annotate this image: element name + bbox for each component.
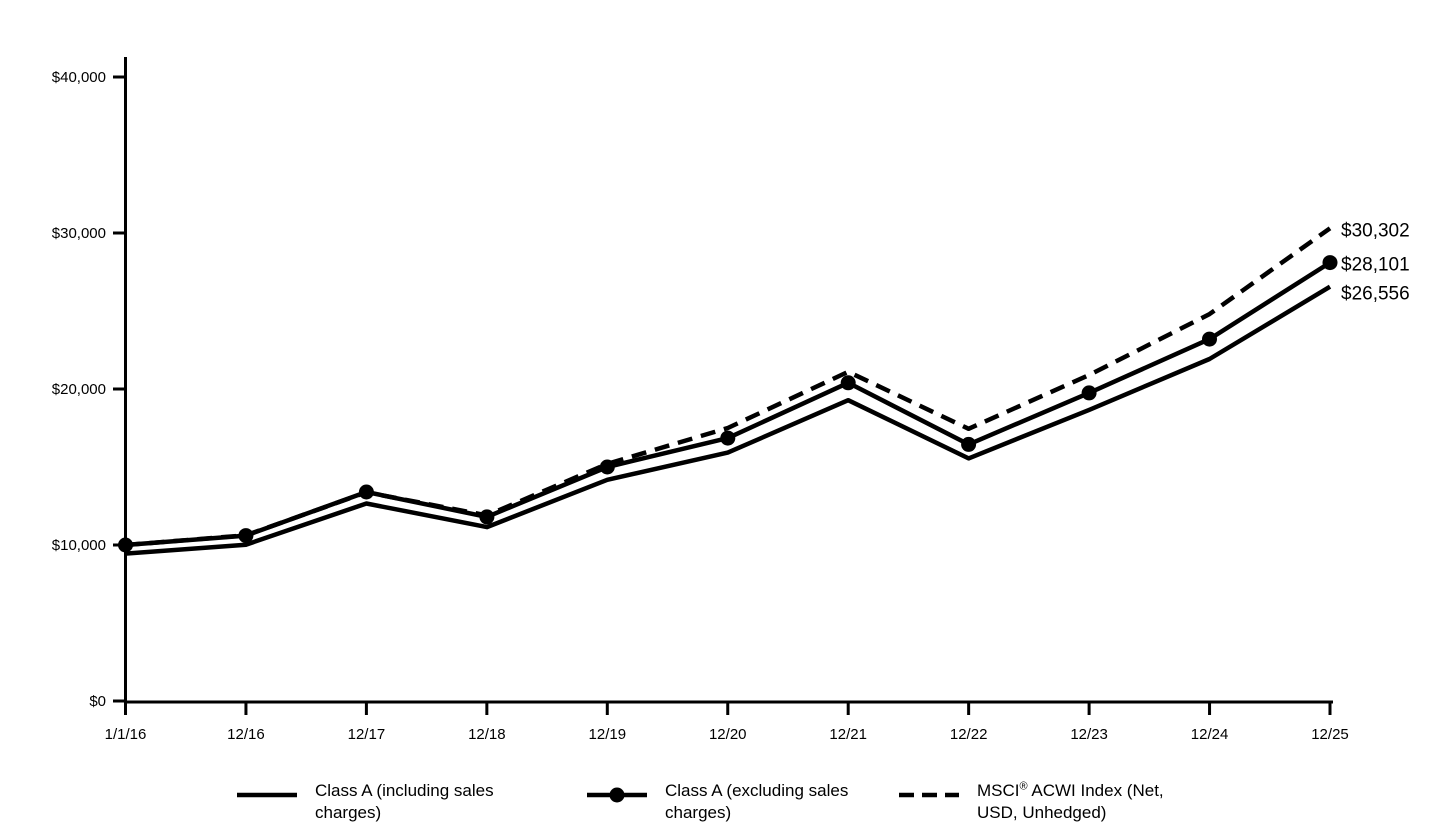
legend-swatch-solid-marker-icon [587,787,647,803]
y-tick-label: $20,000 [52,381,106,398]
y-tick-label: $40,000 [52,69,106,86]
legend-swatch-dashed-icon [899,792,959,798]
chart-legend: Class A (including sales charges) Class A… [0,776,1440,840]
series-line-class-a-excluding-sales-charges [125,260,1332,548]
data-point-marker-class-a-excluding-sales-charges [1202,331,1217,347]
data-point-marker-class-a-excluding-sales-charges [358,484,374,500]
x-tick-label: 12/25 [1311,726,1349,743]
y-tick-label: $0 [89,693,106,710]
end-value-label-class-a-including-sales-charges: $26,556 [1341,284,1410,305]
x-tick-label: 12/20 [709,726,747,743]
data-point-marker-class-a-excluding-sales-charges [479,509,495,525]
legend-swatch-solid-icon [237,792,297,798]
y-tick-label: $10,000 [52,537,106,554]
data-point-marker-class-a-excluding-sales-charges [961,436,977,452]
x-tick-label: 12/16 [227,726,265,743]
x-tick-label: 12/23 [1070,726,1108,743]
data-point-marker-class-a-excluding-sales-charges [1322,255,1338,271]
legend-item-class-a-including-sales-charges: Class A (including sales charges) [235,780,533,824]
x-tick-label: 12/21 [829,726,867,743]
end-value-label-class-a-excluding-sales-charges: $28,101 [1341,255,1410,276]
data-point-marker-class-a-excluding-sales-charges [118,537,133,553]
legend-label-class-a-including-sales-charges: Class A (including sales charges) [315,781,494,822]
x-tick-label: 12/19 [589,726,627,743]
y-tick-label: $30,000 [52,225,106,242]
end-value-label-msci-acwi-index: $30,302 [1341,220,1410,241]
legend-label-class-a-excluding-sales-charges: Class A (excluding sales charges) [665,781,849,822]
x-tick-label: 12/17 [348,726,386,743]
legend-item-class-a-excluding-sales-charges: Class A (excluding sales charges) [585,780,883,824]
data-point-marker-class-a-excluding-sales-charges [1081,385,1097,401]
x-tick-label: 12/24 [1191,726,1229,743]
data-point-marker-class-a-excluding-sales-charges [840,375,856,391]
data-point-marker-class-a-excluding-sales-charges [238,528,254,544]
x-tick-label: 12/22 [950,726,988,743]
legend-item-msci-acwi-index: MSCI® ACWI Index (Net, USD, Unhedged) [897,780,1195,824]
legend-label-msci-acwi-index: MSCI® ACWI Index (Net, USD, Unhedged) [977,780,1164,822]
data-point-marker-class-a-excluding-sales-charges [599,459,615,475]
x-tick-label: 12/18 [468,726,506,743]
x-tick-label: 1/1/16 [105,726,147,743]
series-line-class-a-including-sales-charges [125,284,1332,556]
data-point-marker-class-a-excluding-sales-charges [720,430,736,446]
